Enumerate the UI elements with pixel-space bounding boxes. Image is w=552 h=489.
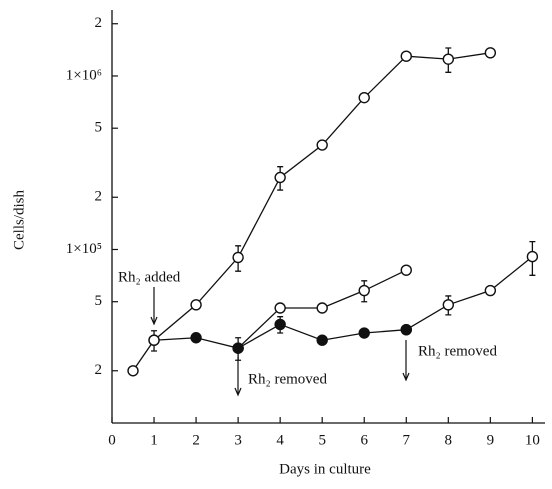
y-axis-label: Cells/dish xyxy=(11,190,27,251)
data-point xyxy=(358,327,370,339)
series-line xyxy=(405,256,533,331)
data-point xyxy=(400,323,412,336)
annotation-arrow xyxy=(402,340,410,382)
x-tick-label: 6 xyxy=(360,432,368,448)
annotation: Rh₂ removed xyxy=(418,343,497,359)
y-tick-label: 2 xyxy=(95,362,103,378)
x-tick-label: 1 xyxy=(150,432,158,448)
annotation: Rh₂ removed xyxy=(248,371,327,387)
y-tick-label: 2 xyxy=(95,15,103,31)
x-tick-label: 8 xyxy=(445,432,453,448)
data-point xyxy=(127,365,139,377)
data-point xyxy=(526,250,539,263)
annotation: Rh₂ added xyxy=(118,269,181,285)
data-point xyxy=(484,47,497,59)
data-point xyxy=(232,251,244,264)
data-point xyxy=(274,318,286,331)
data-point xyxy=(442,53,455,65)
data-point xyxy=(190,299,202,311)
y-tick-label: 2 xyxy=(95,189,103,205)
x-tick-label: 3 xyxy=(234,432,242,448)
x-tick-label: 4 xyxy=(276,432,284,448)
x-tick-label: 5 xyxy=(318,432,326,448)
data-point xyxy=(400,264,412,276)
data-point xyxy=(358,284,370,297)
data-point xyxy=(274,171,286,184)
x-tick-label: 2 xyxy=(192,432,200,448)
x-tick-label: 7 xyxy=(403,432,411,448)
x-tick-label: 0 xyxy=(108,432,116,448)
x-tick-label: 9 xyxy=(487,432,495,448)
annotation-arrow xyxy=(150,287,158,326)
data-point xyxy=(484,284,497,297)
data-point xyxy=(190,332,202,344)
y-tick-label: 1×10⁶ xyxy=(66,67,102,83)
data-point xyxy=(358,91,370,104)
data-point xyxy=(400,50,412,62)
data-point xyxy=(316,139,328,151)
data-point xyxy=(442,299,455,311)
data-point xyxy=(274,302,286,314)
data-point xyxy=(232,342,244,354)
data-point xyxy=(316,302,328,314)
x-axis-label: Days in culture xyxy=(279,461,371,477)
y-tick-label: 5 xyxy=(95,293,103,309)
y-tick-label: 5 xyxy=(95,120,103,136)
series-line xyxy=(132,52,491,372)
data-point xyxy=(148,334,160,346)
y-tick-label: 1×10⁵ xyxy=(66,241,102,257)
data-point xyxy=(316,334,328,346)
x-tick-label: 10 xyxy=(525,432,540,448)
annotation-arrow xyxy=(234,357,242,397)
